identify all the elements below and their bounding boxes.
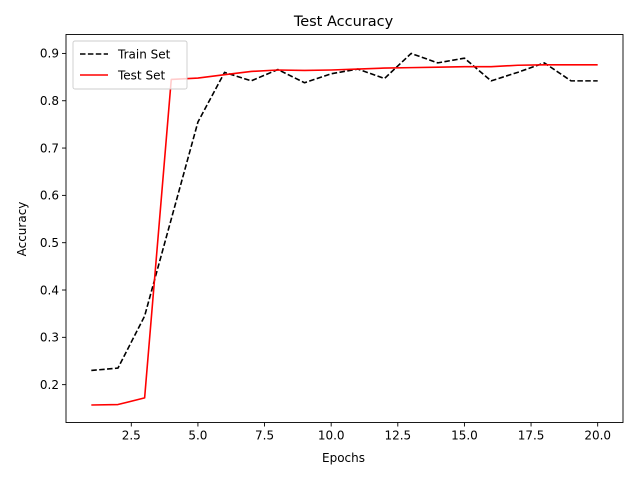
y-tick-label: 0.2 (40, 378, 59, 392)
x-axis-label: Epochs (322, 451, 365, 465)
x-tick-label: 5.0 (188, 429, 207, 443)
x-tick-label: 2.5 (122, 429, 141, 443)
y-tick-label: 0.8 (40, 94, 59, 108)
y-tick-label: 0.6 (40, 189, 59, 203)
y-tick-label: 0.5 (40, 236, 59, 250)
x-tick-label: 12.5 (384, 429, 411, 443)
legend-label-train: Train Set (117, 48, 171, 62)
series-layer (91, 52, 598, 406)
x-tick-label: 17.5 (518, 429, 545, 443)
legend-box (72, 40, 188, 90)
legend-label-test: Test Set (117, 69, 165, 83)
y-tick-label: 0.7 (40, 141, 59, 155)
legend: Train Set Test Set (72, 40, 188, 90)
x-axis: 2.5 5.0 7.5 10.0 12.5 15.0 17.5 20.0 (122, 422, 611, 443)
y-tick-label: 0.4 (40, 283, 59, 297)
y-axis: 0.2 0.3 0.4 0.5 0.6 0.7 0.8 0.9 (40, 47, 66, 392)
y-tick-label: 0.3 (40, 331, 59, 345)
chart-title: Test Accuracy (293, 14, 394, 30)
x-tick-label: 10.0 (318, 429, 345, 443)
y-axis-label: Accuracy (15, 202, 29, 257)
series-line-train-set (91, 52, 598, 372)
x-tick-label: 15.0 (451, 429, 478, 443)
plot-frame (65, 34, 624, 423)
y-tick-label: 0.9 (40, 47, 59, 61)
x-tick-label: 20.0 (584, 429, 611, 443)
x-tick-label: 7.5 (255, 429, 274, 443)
